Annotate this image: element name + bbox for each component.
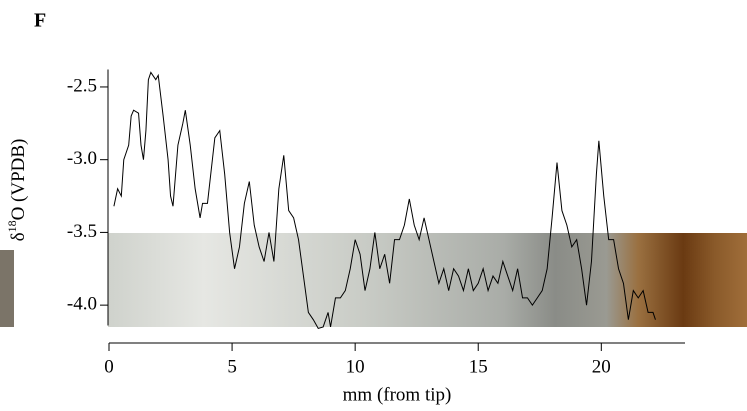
y-tick-label: -3.0 [67,148,97,169]
y-label-sup: 18 [5,220,19,232]
y-tick-label: -3.5 [67,221,97,242]
x-tick-label: 15 [469,356,488,377]
y-tick-label: -2.5 [67,75,97,96]
y-tick-label: -4.0 [67,293,97,314]
x-tick-label: 20 [592,356,611,377]
y-label-part: δ [8,232,29,241]
x-axis-label: mm (from tip) [343,384,452,405]
x-tick-label: 0 [104,356,114,377]
photo-fragment [0,250,14,327]
y-label-part: O (VPDB) [8,139,29,221]
y-axis-label: δ18O (VPDB) [5,139,30,242]
sample-photo [108,233,747,327]
panel-label: F [34,10,46,32]
x-tick-label: 10 [346,356,365,377]
x-tick-label: 5 [227,356,237,377]
data-line [113,71,656,330]
